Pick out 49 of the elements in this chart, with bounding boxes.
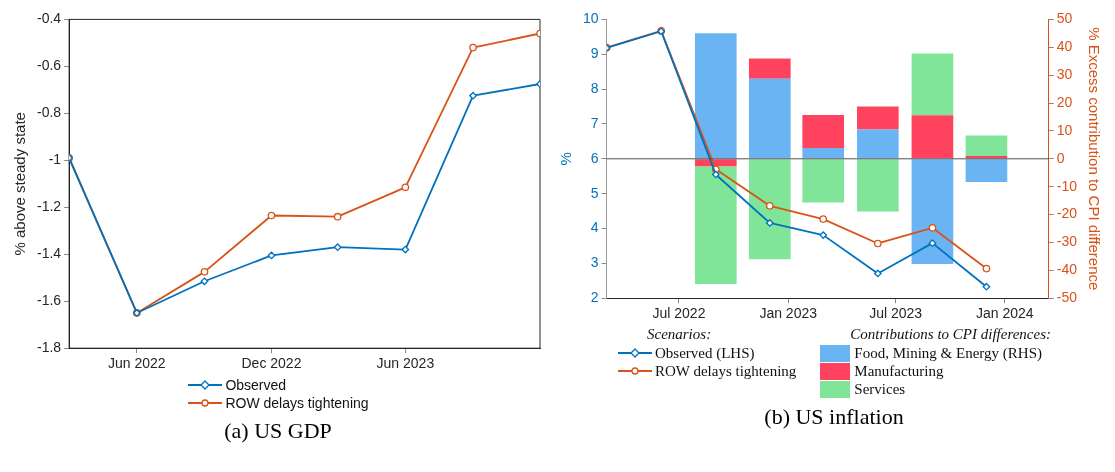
x-tick-label: Jun 2023 xyxy=(376,355,435,372)
legend-label: Manufacturing xyxy=(854,362,944,380)
legend-label: ROW delays tightening xyxy=(225,395,369,411)
legend-label: ROW delays tightening xyxy=(654,362,797,380)
x-tick-label: Jul 2022 xyxy=(652,305,706,322)
y2-tick-label: 10 xyxy=(1056,121,1073,138)
text: (b) US inflation xyxy=(763,404,905,430)
y-axis-title: % above steady state xyxy=(11,112,29,256)
legend-label: Services xyxy=(854,380,906,398)
y2-axis-title: % Excess contribution to CPI difference xyxy=(1085,27,1103,291)
y-axis-title: % xyxy=(557,152,575,166)
y-tick-label: 4 xyxy=(590,219,599,236)
y-tick-label: -1.8 xyxy=(37,339,62,356)
legend-label: Observed xyxy=(225,377,287,393)
y2-tick-label: -10 xyxy=(1056,177,1078,194)
legend-title: Scenarios: xyxy=(645,326,713,344)
text: Contributions to CPI differences: xyxy=(849,326,1052,344)
y-tick-label: -1.4 xyxy=(37,245,62,262)
y2-tick-label: 30 xyxy=(1056,66,1073,83)
y-tick-label: 9 xyxy=(590,45,599,62)
legend-label: Food, Mining & Energy (RHS) xyxy=(854,344,1042,362)
y-tick-label: 5 xyxy=(590,184,599,201)
y-tick-label: -1.2 xyxy=(37,198,62,215)
y-tick-label: -0.6 xyxy=(37,57,62,74)
x-tick-label: Jan 2023 xyxy=(759,305,818,322)
y-tick-label: 7 xyxy=(590,114,599,131)
y-tick-label: 3 xyxy=(590,254,599,271)
x-tick-label: Jul 2023 xyxy=(869,305,923,322)
y-tick-label: 10 xyxy=(582,10,599,27)
text: (a) US GDP xyxy=(223,418,333,444)
y2-tick-label: -30 xyxy=(1056,233,1078,250)
y2-tick-label: 0 xyxy=(1056,149,1065,166)
y-tick-label: -0.8 xyxy=(37,104,62,121)
y-tick-label: 8 xyxy=(590,79,599,96)
y2-tick-label: 20 xyxy=(1056,93,1073,110)
y2-tick-label: -40 xyxy=(1056,261,1078,278)
y-tick-label: -0.4 xyxy=(37,10,62,27)
y-tick-label: -1.6 xyxy=(37,292,62,309)
legend-label: Observed (LHS) xyxy=(654,344,755,362)
y2-tick-label: -20 xyxy=(1056,205,1078,222)
y-tick-label: -1 xyxy=(48,151,62,168)
x-tick-label: Dec 2022 xyxy=(241,355,302,372)
y2-tick-label: 50 xyxy=(1056,10,1073,27)
y2-tick-label: -50 xyxy=(1056,289,1078,306)
x-tick-label: Jun 2022 xyxy=(108,355,166,372)
y-tick-label: 6 xyxy=(590,149,599,166)
x-tick-label: Jan 2024 xyxy=(976,305,1034,322)
y-tick-label: 2 xyxy=(590,289,599,306)
y2-tick-label: 40 xyxy=(1056,38,1073,55)
